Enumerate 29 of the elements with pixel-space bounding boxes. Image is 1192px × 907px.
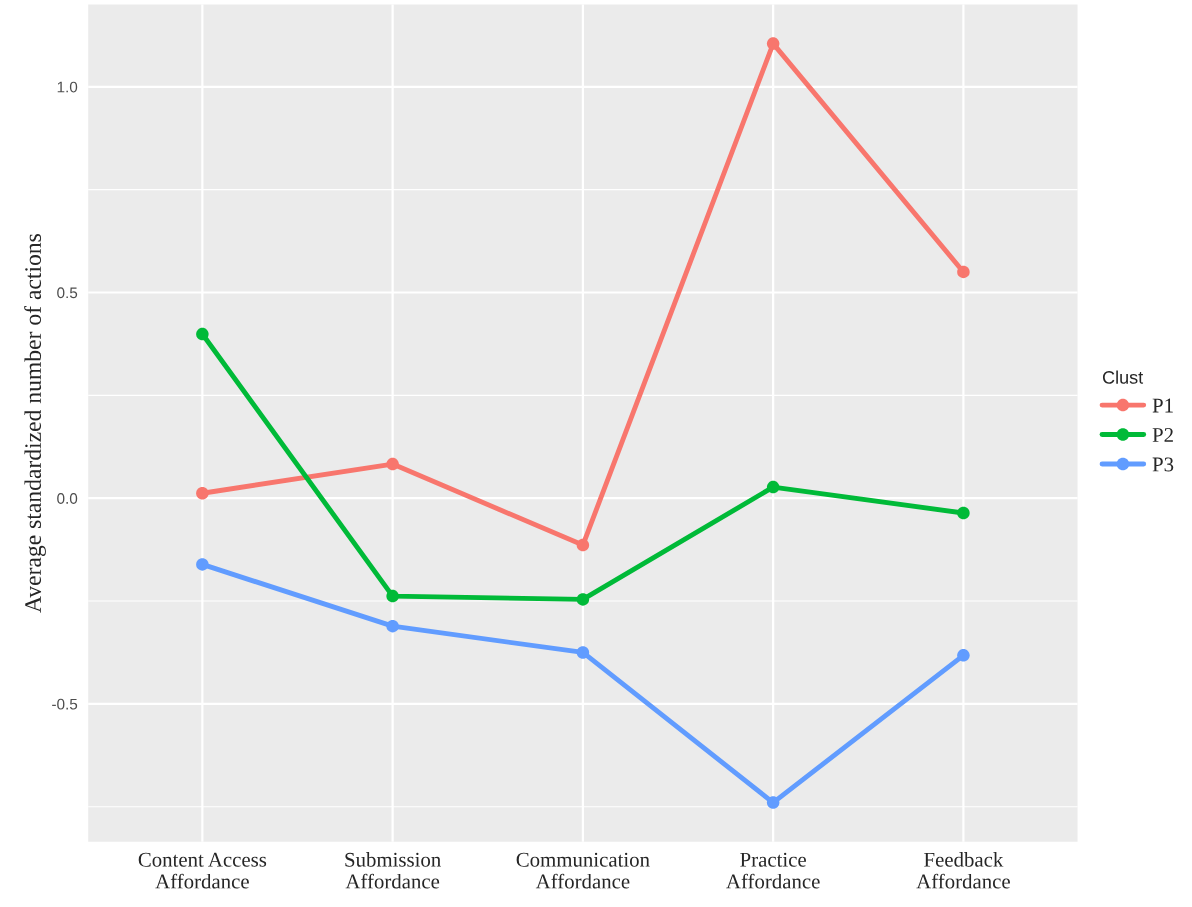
point	[196, 558, 209, 571]
point	[196, 487, 209, 500]
x-tick-label: Submission Affordance	[345, 852, 441, 889]
y-tick-label: 1.0	[57, 81, 78, 93]
point	[196, 327, 209, 341]
legend-label: P2	[1152, 428, 1173, 442]
x-tick-label: Feedback Affordance	[916, 852, 1010, 889]
point	[386, 619, 399, 633]
point	[957, 649, 970, 662]
point	[957, 506, 970, 520]
legend-title: Clust	[1102, 370, 1144, 384]
y-axis-title: Average standardized number of actions	[24, 234, 46, 613]
point	[576, 593, 590, 606]
point	[766, 796, 780, 809]
x-tick-label: Practice Affordance	[726, 852, 820, 889]
point	[957, 265, 970, 279]
point	[386, 589, 399, 603]
x-tick-label: Content Access Affordance	[138, 852, 267, 889]
y-tick-label: 0.5	[57, 287, 78, 299]
point	[576, 538, 590, 552]
legend-label: P1	[1152, 398, 1173, 413]
x-tick-label: Communication Affordance	[516, 852, 650, 889]
legend-label: P3	[1152, 457, 1174, 472]
point	[576, 646, 590, 659]
point	[766, 37, 780, 50]
point	[766, 480, 780, 494]
y-tick-label: -0.5	[52, 698, 78, 710]
point	[386, 457, 399, 471]
y-tick-label: 0.0	[57, 493, 78, 504]
